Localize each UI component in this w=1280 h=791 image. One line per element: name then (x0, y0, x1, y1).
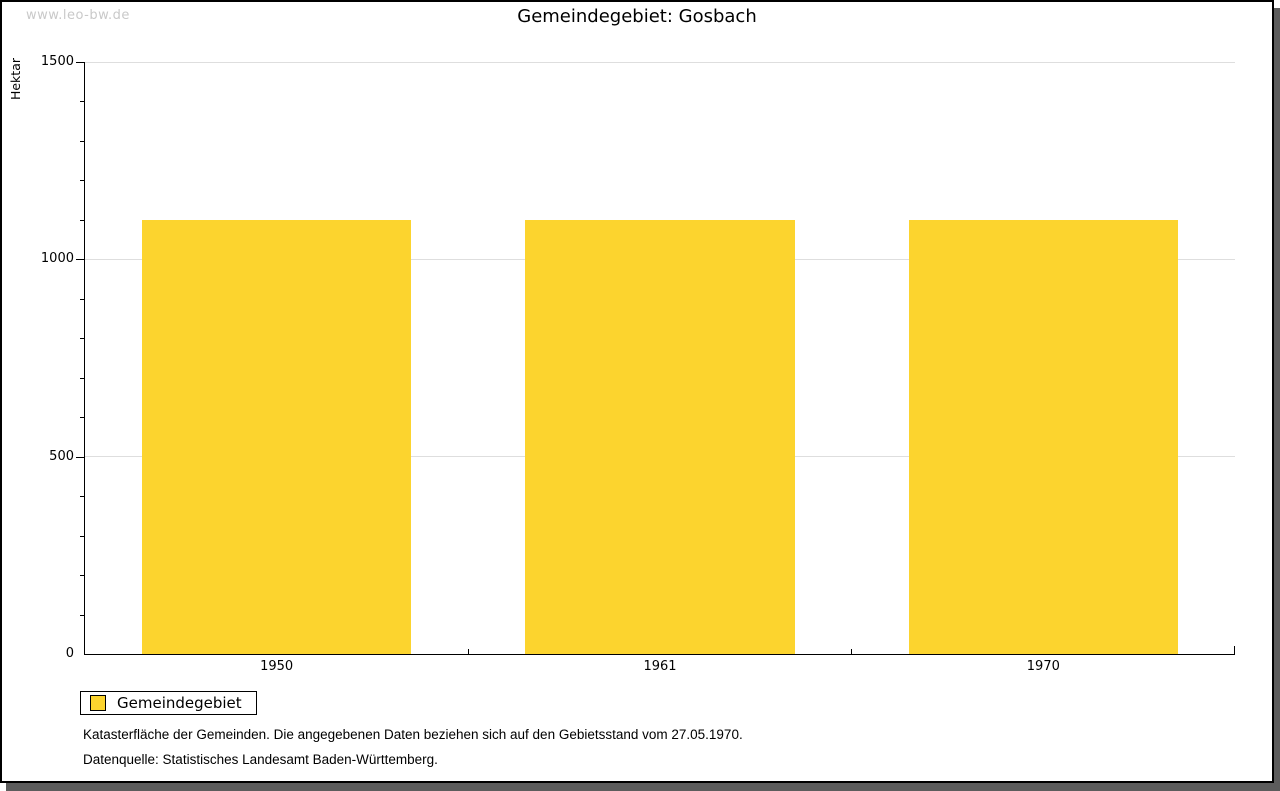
y-minor-tick (80, 535, 84, 537)
y-major-tick (76, 456, 84, 458)
x-tick-label: 1961 (643, 659, 677, 674)
y-minor-tick (80, 140, 84, 142)
bar-1961 (525, 219, 795, 654)
y-minor-tick (80, 101, 84, 103)
bar-1950 (142, 219, 412, 654)
legend-color-swatch (90, 695, 106, 711)
y-minor-tick (80, 298, 84, 300)
y-minor-tick (80, 417, 84, 419)
y-gridline (85, 61, 1235, 63)
y-tick-label: 1000 (40, 251, 74, 267)
footnote-source-note: Katasterfläche der Gemeinden. Die angege… (83, 727, 743, 742)
y-tick-label: 0 (65, 646, 74, 661)
watermark: www.leo-bw.de (26, 8, 130, 23)
x-boundary-tick (851, 649, 853, 654)
legend-label: Gemeindegebiet (117, 694, 242, 712)
chart-title: Gemeindegebiet: Gosbach (517, 6, 757, 27)
y-minor-tick (80, 377, 84, 379)
x-tick-label: 1950 (260, 659, 294, 674)
y-minor-tick (80, 496, 84, 498)
y-minor-tick (80, 219, 84, 221)
y-minor-tick (80, 338, 84, 340)
legend: Gemeindegebiet (80, 691, 257, 715)
footnote-data-source: Datenquelle: Statistisches Landesamt Bad… (83, 752, 438, 767)
y-tick-label: 500 (49, 448, 74, 464)
x-boundary-tick (467, 649, 469, 654)
bar-1970 (908, 219, 1178, 654)
y-minor-tick (80, 180, 84, 182)
x-axis-end-tick (1234, 646, 1235, 654)
y-major-tick (76, 62, 84, 63)
x-tick-label: 1970 (1026, 659, 1060, 674)
y-axis-title: Hektar (8, 58, 23, 101)
plot-area: 0 500 1000 1500 1950 1961 1970 (41, 54, 1235, 674)
y-major-tick (76, 259, 84, 261)
y-minor-tick (80, 575, 84, 577)
y-tick-label: 1500 (40, 54, 74, 69)
y-minor-tick (80, 614, 84, 616)
